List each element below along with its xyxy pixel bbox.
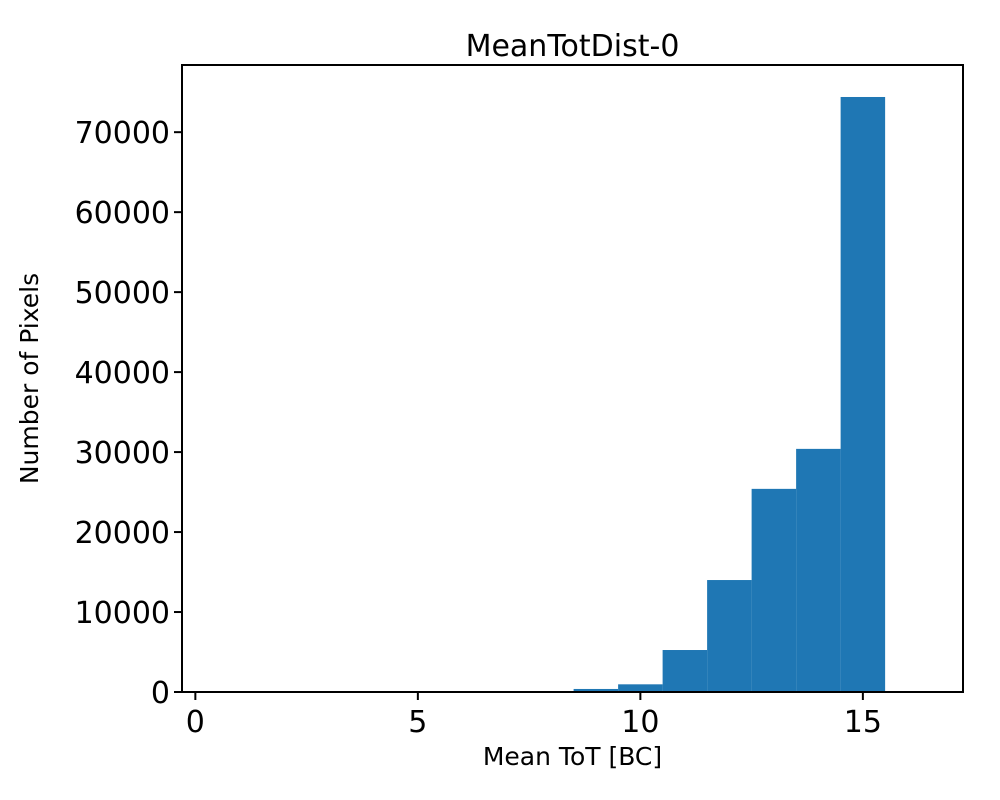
histogram-bar — [707, 580, 752, 692]
y-tick-label: 20000 — [75, 516, 170, 551]
y-tick-label: 0 — [151, 676, 170, 711]
x-tick-label: 5 — [408, 705, 427, 740]
y-axis-label: Number of Pixels — [15, 273, 44, 484]
histogram-bar — [573, 688, 619, 692]
x-tick-label: 15 — [844, 705, 882, 740]
y-tick-label: 60000 — [75, 196, 170, 231]
x-tick-label: 10 — [621, 705, 659, 740]
histogram-bar — [751, 488, 797, 692]
x-tick-label: 0 — [186, 705, 205, 740]
histogram-bar — [840, 96, 886, 692]
histogram-bar — [662, 650, 708, 692]
y-tick-label: 40000 — [75, 356, 170, 391]
histogram-bar — [796, 448, 841, 692]
y-tick-label: 10000 — [75, 596, 170, 631]
chart-title: MeanTotDist-0 — [466, 29, 680, 64]
y-tick-label: 30000 — [75, 436, 170, 471]
y-tick-label: 70000 — [75, 116, 170, 151]
x-axis-label: Mean ToT [BC] — [483, 742, 662, 771]
axes-spines — [181, 64, 964, 693]
y-tick-label: 50000 — [75, 276, 170, 311]
histogram-bar — [618, 684, 663, 692]
